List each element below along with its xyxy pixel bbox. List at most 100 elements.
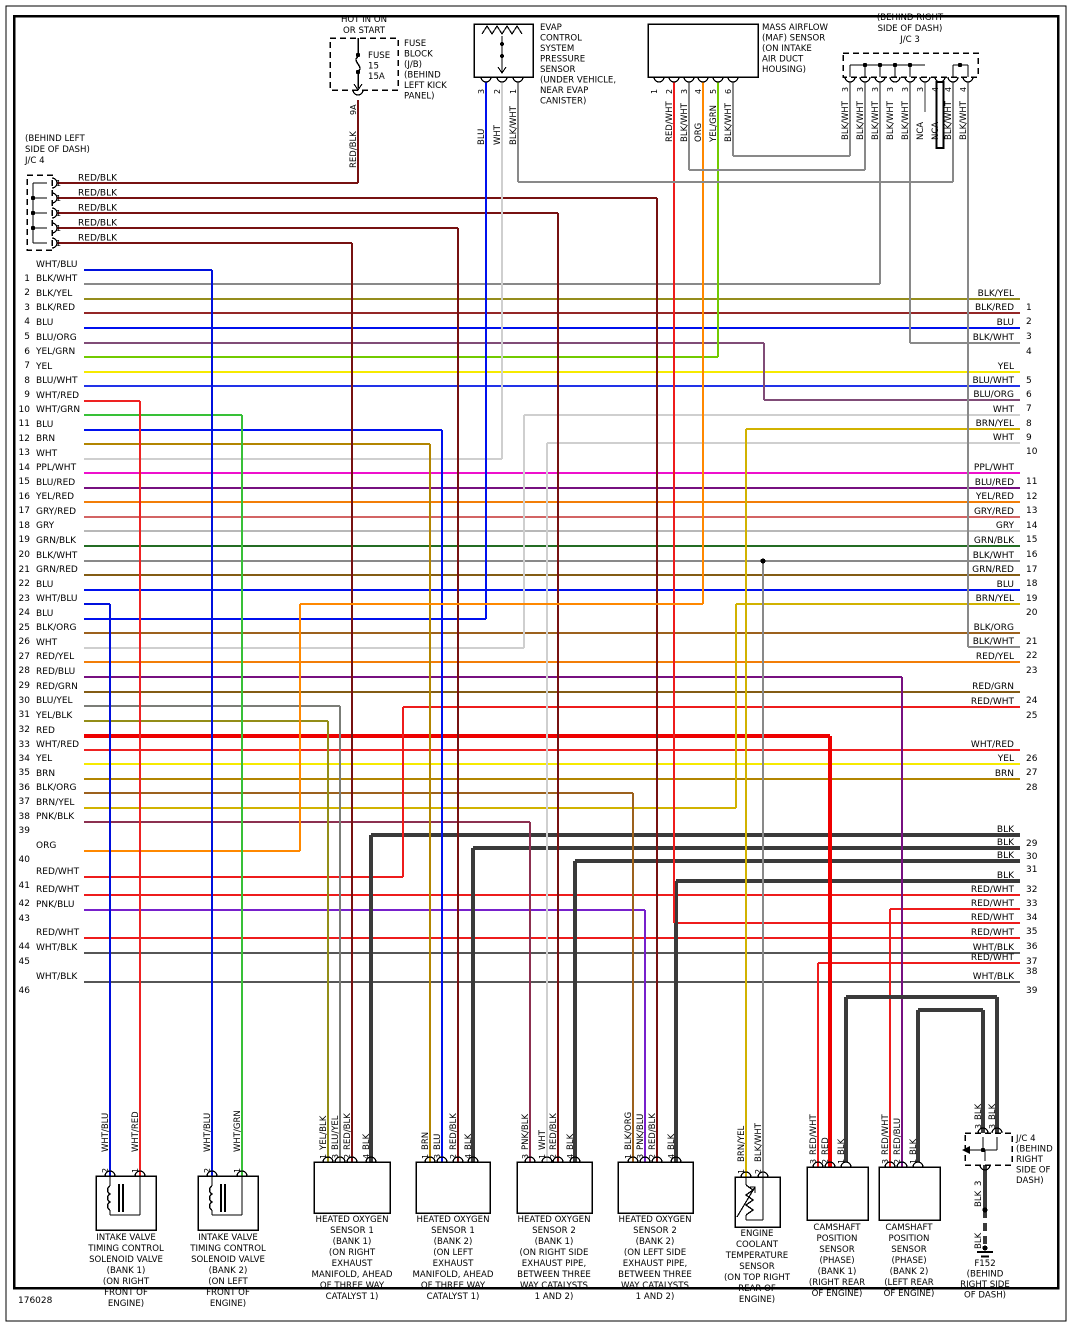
maf-label: AIR DUCT: [762, 55, 804, 65]
fuse-arrow: [353, 83, 363, 92]
fuse-block-label: LEFT KICK: [404, 81, 447, 91]
pin-wire-label-ho2s1b2: BLK: [464, 1133, 474, 1150]
evap-label: EVAP: [540, 23, 562, 33]
row-number-left: 40: [19, 855, 31, 865]
wire-label-left: BLU/WHT: [36, 376, 78, 386]
wire-label-left: YEL/GRN: [35, 347, 75, 357]
pin-number-cam2: 1: [909, 1159, 918, 1164]
row-number-left: 24: [19, 608, 31, 618]
row-number-right: 12: [1026, 492, 1037, 502]
jc4-left-label: SIDE OF DASH): [25, 145, 90, 155]
wire-label-left: PPL/WHT: [36, 463, 77, 473]
pin-number-ho2s1b2: 2: [449, 1154, 458, 1159]
pin-arc-ho2s2b1: [524, 1156, 536, 1163]
row-number-left: 44: [19, 942, 31, 952]
wire-label-left: WHT/BLU: [36, 260, 78, 270]
evap-label: SENSOR: [540, 65, 576, 75]
pin-number-jc3: 3: [886, 87, 895, 92]
wire-label-right: BLU/ORG: [973, 390, 1014, 400]
component-box-solenoid-bank2: [197, 1175, 259, 1231]
pin-number-ect: 1: [737, 1169, 746, 1174]
diagram-number: 176028: [18, 1296, 53, 1306]
pin-number-ho2s2b1: 3: [521, 1154, 530, 1159]
pin-wire-label-fuse: RED/BLK: [349, 131, 359, 168]
row-number-left: 37: [19, 797, 30, 807]
row-number-right: 5: [1026, 376, 1032, 386]
wire-label-right: YEL: [997, 754, 1014, 764]
pin-wire-label-ho2s1b2: RED/BLK: [449, 1113, 459, 1150]
wire-label-right: BLK/WHT: [973, 551, 1015, 561]
caption-ho2s1-bank2: CATALYST 1): [427, 1292, 480, 1302]
row-number-left: 17: [19, 506, 30, 516]
pin-number-ho2s1b2: 3: [433, 1154, 442, 1159]
component-box-ho2s2-bank2: [617, 1161, 694, 1214]
pin-number-ho2s1b2: 4: [464, 1154, 473, 1159]
wire-label-right: WHT/BLK: [973, 972, 1015, 982]
wire-label-left: RED/YEL: [36, 652, 74, 662]
pin-wire-label-jc3: BLK/WHT: [959, 100, 969, 140]
pin-number-evap: 2: [493, 89, 502, 94]
caption-ho2s1-bank2: OF THREE WAY: [421, 1281, 486, 1291]
caption-solenoid-bank2: TIMING CONTROL: [189, 1244, 266, 1254]
caption-ho2s1-bank1: (ON RIGHT: [329, 1248, 376, 1258]
pin-wire-label-ho2s2b1: PNK/BLK: [521, 1114, 531, 1150]
row-number-left: 38: [19, 812, 31, 822]
pin-arc-ho2s2b1: [569, 1156, 581, 1163]
fuse-block-label: FUSE: [404, 39, 426, 49]
wire-label-left: RED/GRN: [36, 682, 78, 692]
caption-ho2s2-bank1: WAY CATALYSTS: [520, 1281, 588, 1291]
caption-ho2s2-bank2: 1 AND 2): [636, 1292, 675, 1302]
junction-dot: [982, 1245, 988, 1251]
row-number-right: 36: [1026, 942, 1038, 952]
caption-ho2s2-bank2: SENSOR 2: [633, 1226, 677, 1236]
wire-label-right: PPL/WHT: [974, 463, 1015, 473]
pin-arc-sol1: [104, 1170, 116, 1177]
pin-wire-label-sol1: WHT/BLU: [101, 1113, 111, 1152]
wire-label-left: BLU: [36, 580, 53, 590]
component-box-camshaft-bank2: [878, 1166, 941, 1221]
coil-winding: [208, 1185, 214, 1211]
row-number-right: 17: [1026, 565, 1037, 575]
row-number-right: 22: [1026, 651, 1037, 661]
pin-number-jc3: 3: [856, 87, 865, 92]
evap-label: CONTROL: [540, 34, 582, 44]
row-number-left: 23: [19, 594, 30, 604]
wire-label-left: WHT/BLU: [36, 594, 78, 604]
pin-number-maf: 5: [709, 89, 718, 94]
pin-number-maf: 3: [680, 89, 689, 94]
wire-label-left: WHT/GRN: [36, 405, 80, 415]
pin-number-jc3: 4: [931, 87, 940, 92]
wire-label-left: WHT: [36, 449, 58, 459]
caption-ho2s2-bank1: SENSOR 2: [532, 1226, 576, 1236]
pin-number-ect: 2: [754, 1169, 763, 1174]
f152-label: (BEHIND: [967, 1270, 1004, 1280]
wire-label-left: RED/WHT: [36, 867, 80, 877]
wire-label-right: GRN/RED: [972, 565, 1014, 575]
f152-label: OF DASH): [964, 1291, 1006, 1301]
wire-label-right: RED/GRN: [972, 682, 1014, 692]
row-number-right: 7: [1026, 404, 1032, 414]
pin-number-ho2s1b1: 2: [343, 1154, 352, 1159]
row-number-left: 12: [19, 434, 30, 444]
coil-winding: [106, 1185, 112, 1211]
jc3-label: J/C 3: [899, 35, 920, 45]
junction-dot: [982, 1207, 988, 1213]
caption-ho2s1-bank1: MANIFOLD, AHEAD: [311, 1270, 392, 1280]
row-number-left: 18: [19, 521, 31, 531]
pin-number-cam2: 3: [881, 1159, 890, 1164]
jc4-left-label: (BEHIND LEFT: [25, 134, 85, 144]
pin-arc-maf: [697, 76, 709, 83]
wire-label-left: GRY/RED: [36, 507, 76, 517]
wire-label-left: RED: [36, 726, 55, 736]
wire-label-right: BLK: [997, 851, 1015, 861]
pin-wire-label-sol1: WHT/RED: [131, 1111, 141, 1152]
pin-number-jc3: 4: [944, 87, 953, 92]
row-number-left: 4: [24, 317, 30, 327]
pin-wire-label-maf: RED/WHT: [665, 101, 675, 142]
wire-label-left: PNK/BLK: [36, 812, 75, 822]
jc4-left-label: J/C 4: [24, 156, 45, 166]
row-number-left: 6: [24, 347, 30, 357]
row-number-right: 3: [1026, 332, 1032, 342]
pin-arc-ho2s2b2: [639, 1156, 651, 1163]
pin-arc-jc3: [962, 76, 974, 83]
